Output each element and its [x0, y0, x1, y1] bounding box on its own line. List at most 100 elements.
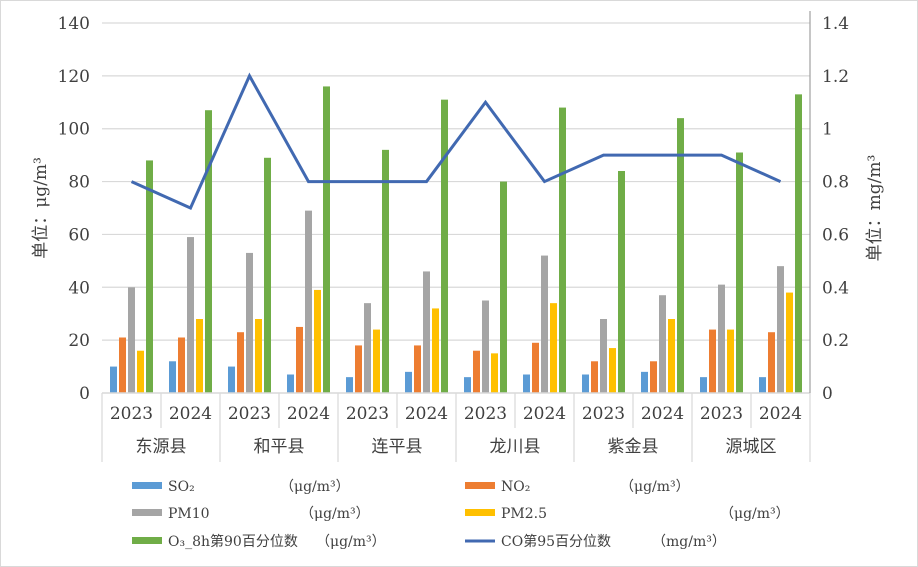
bar-SO₂ [169, 361, 176, 393]
bars [110, 86, 802, 394]
bar-PM2.5 [137, 350, 144, 393]
y-tick-label: 40 [68, 278, 90, 298]
legend-unit: （μg/m³） [720, 506, 790, 522]
bar-SO₂ [346, 377, 353, 393]
bar-PM2.5 [432, 308, 439, 393]
bar-NO₂ [473, 350, 480, 393]
bar-PM10 [600, 319, 607, 393]
x-tick-label: 2024 [287, 404, 330, 424]
y-tick-label: 20 [68, 331, 90, 351]
bar-PM2.5 [609, 348, 616, 393]
bar-PM2.5 [314, 289, 321, 393]
x-tick-label: 2023 [228, 404, 271, 424]
bar-O₃_8h第90百分位数 [795, 94, 802, 393]
x-tick-label: 2023 [464, 404, 507, 424]
legend-label: CO第95百分位数 [501, 533, 611, 550]
bar-PM10 [305, 210, 312, 393]
x-tick-label: 2023 [582, 404, 625, 424]
y2-tick-label: 0 [822, 384, 833, 404]
group-label: 和平县 [254, 437, 305, 457]
bar-PM10 [423, 271, 430, 393]
bar-O₃_8h第90百分位数 [146, 160, 153, 393]
legend: SO₂ （μg/m³） NO₂ （μg/m³） PM10 （μg/m³） PM2.5 （μg/… [132, 479, 790, 550]
bar-SO₂ [759, 377, 766, 393]
x-tick-label: 2024 [759, 404, 802, 424]
group-label: 东源县 [136, 437, 187, 457]
legend-label: O₃_8h第90百分位数 [168, 533, 298, 550]
y2-tick-label: 1.2 [822, 67, 849, 87]
x-tick-label: 2024 [405, 404, 448, 424]
bar-PM10 [187, 237, 194, 393]
legend-unit: （μg/m³） [620, 479, 690, 495]
bar-NO₂ [119, 337, 126, 393]
legend-label: SO₂ [168, 479, 195, 495]
bar-PM10 [777, 266, 784, 393]
bar-O₃_8h第90百分位数 [205, 110, 212, 393]
legend-swatch [132, 537, 162, 544]
y2-tick-label: 0.4 [822, 278, 849, 298]
bar-O₃_8h第90百分位数 [618, 171, 625, 393]
bar-PM10 [659, 295, 666, 393]
bar-PM2.5 [727, 329, 734, 393]
bar-O₃_8h第90百分位数 [382, 149, 389, 393]
y-tick-label: 140 [58, 14, 90, 34]
line-CO第95百分位数 [130, 72, 782, 210]
group-label: 源城区 [726, 437, 777, 457]
bar-PM2.5 [255, 319, 262, 393]
bar-SO₂ [700, 377, 707, 393]
bar-SO₂ [582, 374, 589, 393]
bar-SO₂ [287, 374, 294, 393]
bar-SO₂ [228, 366, 235, 393]
bar-PM2.5 [786, 292, 793, 393]
x-tick-label: 2024 [641, 404, 684, 424]
bar-PM2.5 [491, 353, 498, 393]
legend-label: PM10 [168, 506, 210, 522]
group-label: 龙川县 [490, 437, 541, 457]
legend-unit: （μg/m³） [280, 479, 350, 495]
bar-NO₂ [591, 361, 598, 393]
group-label: 连平县 [372, 437, 423, 457]
bar-PM10 [718, 284, 725, 393]
legend-unit: （mg/m³） [652, 534, 726, 550]
y-tick-label: 120 [58, 67, 90, 87]
legend-swatch [465, 509, 495, 516]
legend-swatch [132, 509, 162, 516]
bar-NO₂ [768, 332, 775, 393]
bar-PM10 [541, 255, 548, 393]
bar-SO₂ [110, 366, 117, 393]
y2-tick-label: 1.4 [822, 14, 849, 34]
y2-tick-label: 0.6 [822, 225, 849, 245]
bar-NO₂ [414, 345, 421, 393]
x-tick-label: 2024 [523, 404, 566, 424]
bar-NO₂ [709, 329, 716, 393]
bar-SO₂ [523, 374, 530, 393]
bar-O₃_8h第90百分位数 [323, 86, 330, 393]
bar-NO₂ [355, 345, 362, 393]
bar-NO₂ [650, 361, 657, 393]
bar-SO₂ [405, 371, 412, 393]
bar-O₃_8h第90百分位数 [264, 157, 271, 393]
y2-tick-label: 0.8 [822, 173, 849, 193]
bar-NO₂ [237, 332, 244, 393]
y2-tick-label: 0.2 [822, 331, 849, 351]
bar-NO₂ [178, 337, 185, 393]
x-tick-label: 2023 [346, 404, 389, 424]
legend-swatch [465, 482, 495, 489]
legend-label: PM2.5 [501, 506, 547, 522]
bar-PM2.5 [373, 329, 380, 393]
bar-O₃_8h第90百分位数 [736, 152, 743, 393]
gridlines [102, 22, 810, 341]
x-tick-label: 2023 [700, 404, 743, 424]
bar-PM2.5 [668, 319, 675, 393]
bar-PM2.5 [550, 303, 557, 393]
bar-O₃_8h第90百分位数 [677, 118, 684, 394]
bar-PM2.5 [196, 319, 203, 393]
bar-O₃_8h第90百分位数 [559, 107, 566, 394]
legend-label: NO₂ [501, 479, 530, 495]
bar-PM10 [246, 252, 253, 393]
bar-NO₂ [296, 326, 303, 393]
legend-swatch [132, 482, 162, 489]
x-tick-label: 2023 [110, 404, 153, 424]
y-tick-label: 80 [68, 173, 90, 193]
